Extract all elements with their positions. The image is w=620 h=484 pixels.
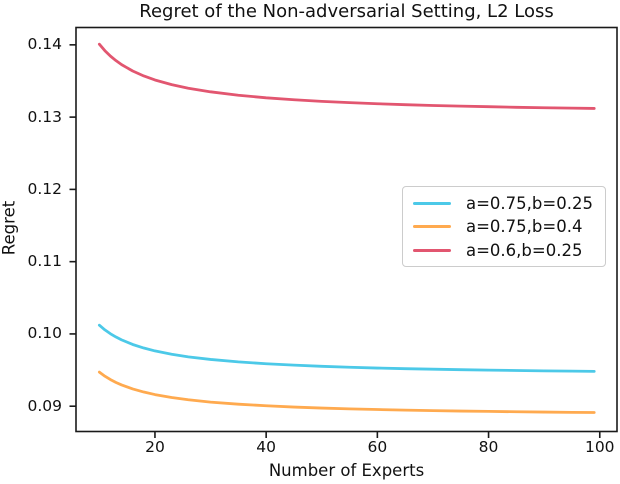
legend-line-swatch [413, 201, 451, 205]
legend-line-swatch [413, 225, 451, 228]
series-line-1 [97, 370, 596, 414]
chart-title: Regret of the Non-adversarial Setting, L… [139, 1, 554, 22]
series-line-0 [97, 323, 596, 373]
legend-line-swatch [413, 248, 451, 252]
legend-entry: a=0.6,b=0.25 [407, 241, 601, 260]
axes-spines [75, 26, 618, 433]
legend-entry-label: a=0.75,b=0.25 [466, 193, 593, 213]
legend: a=0.75,b=0.25 a=0.75,b=0.4 a=0.6,b=0.25 [402, 186, 606, 267]
legend-entry-label: a=0.6,b=0.25 [466, 240, 583, 260]
legend-entry-label: a=0.75,b=0.4 [466, 217, 583, 236]
legend-entry: a=0.75,b=0.4 [407, 217, 601, 236]
legend-entry: a=0.75,b=0.25 [407, 194, 601, 213]
series-line-2 [97, 42, 596, 110]
x-axis-label: Number of Experts [268, 461, 425, 480]
